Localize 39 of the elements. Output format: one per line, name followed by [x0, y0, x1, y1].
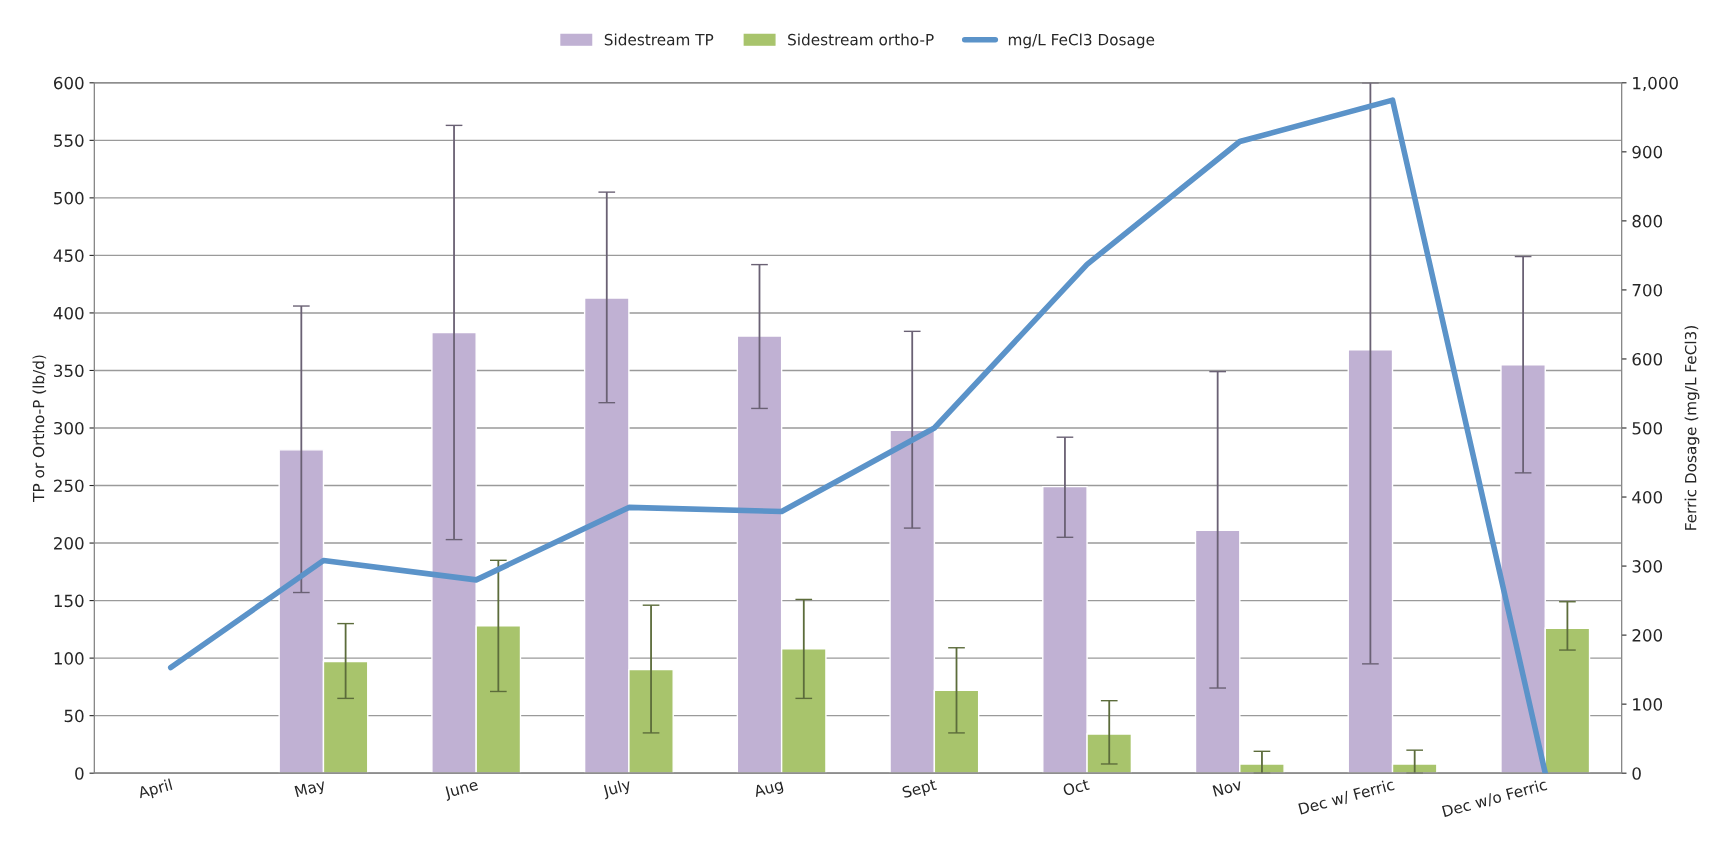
y-tick-label: 500	[54, 191, 84, 205]
y2-tick-label: 500	[1632, 421, 1663, 435]
y-tick-label: 100	[54, 652, 84, 665]
y2-tick-label: 200	[1632, 629, 1663, 642]
y-tick-label: 350	[54, 364, 84, 378]
y2-tick-label: 400	[1632, 490, 1663, 504]
y-tick-label: 600	[54, 76, 84, 90]
y-tick-label: 250	[54, 479, 84, 493]
x-tick-label: Dec w/ Ferric	[1298, 778, 1395, 816]
legend-label: Sidestream ortho-P	[788, 33, 934, 46]
x-tick-label: May	[294, 778, 327, 801]
x-tick-label: June	[443, 778, 480, 802]
x-tick-label: Aug	[753, 778, 785, 801]
y-tick-label: 50	[64, 709, 84, 723]
y-tick-label: 550	[54, 134, 84, 147]
legend-label: mg/L FeCl3 Dosage	[1008, 33, 1155, 49]
y2-tick-label: 300	[1632, 560, 1663, 573]
y-tick-label: 400	[53, 306, 84, 320]
x-tick-label: Dec w/o Ferric	[1441, 778, 1548, 819]
x-tick-label: April	[137, 778, 174, 802]
x-tick-label: July	[601, 778, 633, 800]
y2-tick-label: 600	[1632, 352, 1663, 366]
y2-tick-label: 700	[1632, 283, 1663, 297]
y-tick-label: 150	[54, 594, 84, 608]
y2-tick-label: 800	[1632, 214, 1663, 228]
y-tick-label: 300	[54, 421, 84, 435]
y2-axis-title: Ferric Dosage (mg/L FeCl3)	[1684, 326, 1700, 530]
y-axis-title: TP or Ortho-P (lb/d)	[32, 355, 47, 502]
y2-tick-label: 0	[1632, 767, 1641, 780]
y2-tick-label: 1,000	[1633, 76, 1678, 92]
y-tick-label: 450	[53, 249, 84, 262]
x-tick-label: Sept	[901, 778, 938, 802]
y-tick-label: 200	[54, 537, 84, 550]
y-tick-label: 0	[75, 767, 84, 780]
x-tick-label: Oct	[1062, 778, 1090, 797]
y2-tick-label: 900	[1632, 145, 1663, 159]
legend-label: Sidestream TP	[604, 33, 714, 46]
y2-tick-label: 100	[1633, 698, 1663, 711]
x-tick-label: Nov	[1212, 778, 1243, 797]
